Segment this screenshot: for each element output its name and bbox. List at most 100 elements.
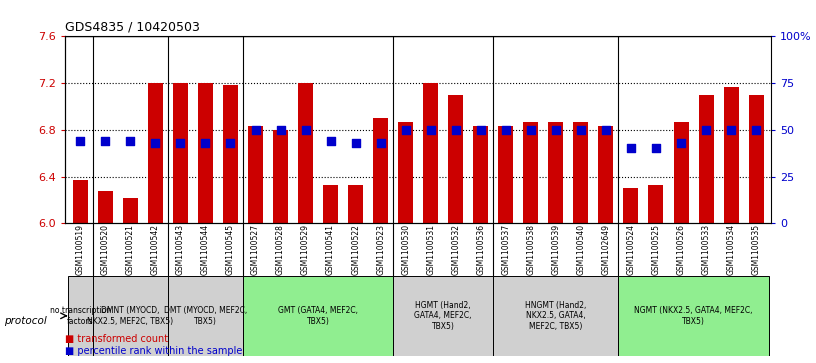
Text: GSM1100532: GSM1100532: [451, 224, 460, 275]
Text: GSM1100530: GSM1100530: [401, 224, 410, 276]
Bar: [373, 118, 388, 223]
Text: ■ transformed count: ■ transformed count: [65, 334, 168, 344]
Bar: [548, 122, 563, 223]
Text: GSM1100531: GSM1100531: [426, 224, 435, 275]
FancyBboxPatch shape: [93, 276, 168, 356]
Text: GSM1100534: GSM1100534: [726, 224, 735, 276]
Point: [73, 138, 86, 144]
Point: [549, 127, 562, 133]
Point: [124, 138, 137, 144]
Text: GSM1100521: GSM1100521: [126, 224, 135, 275]
Point: [450, 127, 463, 133]
Point: [499, 127, 512, 133]
Bar: [574, 122, 588, 223]
Point: [174, 140, 187, 146]
Bar: [73, 180, 88, 223]
Bar: [649, 185, 663, 223]
Text: HGMT (Hand2,
GATA4, MEF2C,
TBX5): HGMT (Hand2, GATA4, MEF2C, TBX5): [415, 301, 472, 331]
Point: [474, 127, 487, 133]
Text: HNGMT (Hand2,
NKX2.5, GATA4,
MEF2C, TBX5): HNGMT (Hand2, NKX2.5, GATA4, MEF2C, TBX5…: [526, 301, 587, 331]
Bar: [598, 126, 614, 223]
Text: GSM1100523: GSM1100523: [376, 224, 385, 275]
FancyBboxPatch shape: [494, 276, 619, 356]
Text: GSM1100535: GSM1100535: [752, 224, 761, 276]
Point: [99, 138, 112, 144]
Text: GSM1100541: GSM1100541: [326, 224, 335, 275]
Bar: [198, 83, 213, 223]
Text: GSM1100533: GSM1100533: [702, 224, 711, 276]
FancyBboxPatch shape: [243, 276, 393, 356]
Bar: [724, 86, 738, 223]
Bar: [173, 83, 188, 223]
Text: GSM1102649: GSM1102649: [601, 224, 610, 275]
Bar: [123, 197, 138, 223]
Bar: [398, 122, 413, 223]
Point: [725, 127, 738, 133]
Point: [199, 140, 212, 146]
Bar: [298, 83, 313, 223]
Bar: [98, 191, 113, 223]
Point: [349, 140, 362, 146]
Bar: [348, 185, 363, 223]
Text: GSM1100522: GSM1100522: [351, 224, 360, 275]
Bar: [499, 126, 513, 223]
Text: GDS4835 / 10420503: GDS4835 / 10420503: [65, 21, 200, 34]
Point: [299, 127, 312, 133]
Text: DMNT (MYOCD,
NKX2.5, MEF2C, TBX5): DMNT (MYOCD, NKX2.5, MEF2C, TBX5): [87, 306, 174, 326]
Text: GSM1100519: GSM1100519: [76, 224, 85, 275]
FancyBboxPatch shape: [393, 276, 494, 356]
Point: [699, 127, 712, 133]
Bar: [248, 126, 263, 223]
Text: GSM1100526: GSM1100526: [676, 224, 685, 275]
Point: [750, 127, 763, 133]
Text: GSM1100545: GSM1100545: [226, 224, 235, 276]
Point: [374, 140, 387, 146]
Text: GSM1100528: GSM1100528: [276, 224, 285, 275]
Bar: [273, 130, 288, 223]
Point: [624, 146, 637, 151]
FancyBboxPatch shape: [168, 276, 243, 356]
Text: GSM1100536: GSM1100536: [477, 224, 486, 276]
Text: GSM1100529: GSM1100529: [301, 224, 310, 275]
Text: GSM1100520: GSM1100520: [101, 224, 110, 275]
Bar: [673, 122, 689, 223]
Text: GSM1100542: GSM1100542: [151, 224, 160, 275]
Point: [149, 140, 162, 146]
Point: [424, 127, 437, 133]
Text: GSM1100539: GSM1100539: [552, 224, 561, 276]
Text: protocol: protocol: [4, 316, 47, 326]
Bar: [623, 188, 638, 223]
Point: [224, 140, 237, 146]
Point: [399, 127, 412, 133]
Point: [249, 127, 262, 133]
Text: DMT (MYOCD, MEF2C,
TBX5): DMT (MYOCD, MEF2C, TBX5): [164, 306, 247, 326]
Text: GSM1100527: GSM1100527: [251, 224, 260, 275]
Text: ■ percentile rank within the sample: ■ percentile rank within the sample: [65, 346, 242, 356]
Point: [274, 127, 287, 133]
Text: GSM1100538: GSM1100538: [526, 224, 535, 275]
Text: GSM1100525: GSM1100525: [651, 224, 660, 275]
Text: GMT (GATA4, MEF2C,
TBX5): GMT (GATA4, MEF2C, TBX5): [278, 306, 358, 326]
Bar: [748, 95, 764, 223]
Point: [574, 127, 588, 133]
Text: no transcription
factors: no transcription factors: [50, 306, 111, 326]
Point: [525, 127, 538, 133]
Point: [324, 138, 337, 144]
Text: GSM1100544: GSM1100544: [201, 224, 210, 276]
FancyBboxPatch shape: [619, 276, 769, 356]
Bar: [148, 83, 163, 223]
Point: [675, 140, 688, 146]
Bar: [698, 95, 713, 223]
Text: GSM1100524: GSM1100524: [627, 224, 636, 275]
Bar: [448, 95, 463, 223]
Bar: [424, 83, 438, 223]
Text: GSM1100543: GSM1100543: [176, 224, 185, 276]
Text: GSM1100540: GSM1100540: [576, 224, 585, 276]
Bar: [523, 122, 539, 223]
Bar: [473, 126, 488, 223]
Point: [650, 146, 663, 151]
Bar: [223, 85, 238, 223]
FancyBboxPatch shape: [68, 276, 93, 356]
Point: [600, 127, 613, 133]
Text: NGMT (NKX2.5, GATA4, MEF2C,
TBX5): NGMT (NKX2.5, GATA4, MEF2C, TBX5): [634, 306, 753, 326]
